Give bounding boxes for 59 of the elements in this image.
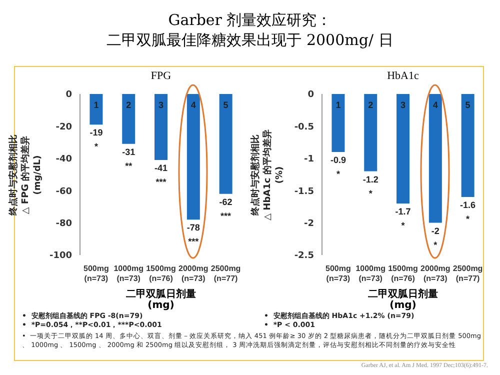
chart-subtitle: FPG bbox=[150, 70, 172, 82]
x-tick-label: 2500mg (n=77) bbox=[452, 264, 483, 283]
data-label: -31 bbox=[122, 146, 136, 157]
y-tick-label: -80 bbox=[56, 218, 72, 229]
x-tick-label: 500mg (n=73) bbox=[326, 264, 351, 283]
y-axis-title: 终点时与安慰剂相比 △ FPG 的平均差异 (mg/dL) bbox=[8, 133, 44, 218]
y-tick-label: 0 bbox=[66, 90, 72, 100]
y-tick-label: -40 bbox=[56, 154, 72, 165]
annotation: * bbox=[94, 142, 98, 152]
annotation: 4 bbox=[190, 100, 196, 110]
x-axis-title: 二甲双胍日剂量 (mg) bbox=[367, 289, 439, 311]
y-tick-label: -0.5 bbox=[294, 122, 314, 132]
chart-title: HbA1c bbox=[386, 70, 420, 82]
x-tick-label: 1500mg (n=76) bbox=[146, 264, 176, 283]
x-tick-label: 2000mg (n=73) bbox=[178, 264, 208, 283]
annotation: *** bbox=[156, 177, 167, 188]
y-tick-label: 0 bbox=[308, 90, 314, 100]
data-label: -19 bbox=[90, 128, 103, 138]
x-axis-title: 二甲双胍日剂量 (mg) bbox=[125, 289, 197, 311]
data-label: -78 bbox=[186, 222, 200, 233]
annotation: 3 bbox=[158, 100, 164, 110]
x-tick-label: 1000mg (n=73) bbox=[114, 264, 144, 283]
x-tick-label: 1500mg (n=76) bbox=[388, 264, 418, 283]
annotation: 5 bbox=[223, 100, 228, 110]
annotation: * bbox=[401, 220, 406, 230]
chart-title: Garber 剂量效应研究：二甲双胍最佳降糖效果出现于 2000mg/ 日 bbox=[106, 10, 394, 50]
y-tick-label: -20 bbox=[56, 122, 72, 132]
data-label: -1.6 bbox=[460, 200, 476, 210]
data-label: -41 bbox=[154, 163, 168, 174]
annotation: 4 bbox=[432, 100, 438, 110]
data-label: -62 bbox=[219, 196, 232, 207]
data-label: -1.2 bbox=[362, 174, 378, 184]
annotation: *** bbox=[220, 210, 232, 221]
y-tick-label: -2.5 bbox=[294, 251, 314, 262]
y-tick-label: -1 bbox=[304, 154, 314, 165]
annotation: *** bbox=[188, 236, 200, 247]
annotation: 5 bbox=[465, 100, 470, 110]
annotation: 1 bbox=[336, 100, 341, 110]
data-label: -0.9 bbox=[330, 154, 346, 165]
data-label: -1.7 bbox=[395, 206, 411, 216]
annotation: ** bbox=[125, 160, 133, 171]
y-tick-label: -100 bbox=[49, 251, 72, 262]
y-tick-label: -1.5 bbox=[294, 186, 314, 197]
annotation: 2 bbox=[368, 100, 374, 110]
annotation: * bbox=[336, 168, 340, 179]
y-tick-label: -2 bbox=[304, 218, 314, 229]
annotation: 2 bbox=[126, 100, 132, 110]
annotation: * bbox=[466, 214, 470, 224]
y-tick-label: -60 bbox=[56, 186, 72, 197]
x-tick-label: 1000mg (n=73) bbox=[356, 264, 386, 283]
y-axis-title: 终点时与安慰剂相比 △ HbA1c 的平均差异 (%) bbox=[250, 128, 286, 222]
x-tick-label: 500mg (n=73) bbox=[84, 264, 109, 283]
annotation: * bbox=[434, 240, 438, 250]
data-label: -2 bbox=[431, 226, 440, 236]
x-tick-label: 2500mg (n=77) bbox=[210, 264, 241, 283]
x-tick-label: 2000mg (n=73) bbox=[420, 264, 450, 283]
annotation: * bbox=[368, 188, 373, 198]
annotation: 1 bbox=[94, 100, 99, 110]
annotation: 3 bbox=[400, 100, 406, 110]
